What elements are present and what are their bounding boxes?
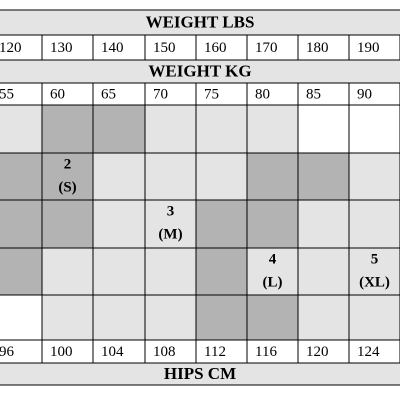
value-cell: 65 bbox=[101, 86, 116, 102]
grid-cell bbox=[42, 153, 93, 200]
grid-cell bbox=[298, 248, 349, 295]
value-cell: 60 bbox=[50, 86, 65, 102]
grid-cell bbox=[0, 248, 42, 295]
grid-cell bbox=[42, 248, 93, 295]
size-number: 5 bbox=[371, 251, 379, 267]
value-cell: 55 bbox=[0, 86, 14, 102]
grid-cell bbox=[349, 200, 400, 248]
size-label: (S) bbox=[58, 179, 76, 195]
value-cell: 140 bbox=[101, 40, 124, 56]
grid-cell bbox=[93, 200, 145, 248]
value-cell: 104 bbox=[101, 344, 124, 360]
value-cell: 160 bbox=[204, 40, 227, 56]
grid-cell bbox=[196, 153, 247, 200]
value-cell: 190 bbox=[357, 40, 380, 56]
grid-cell bbox=[298, 200, 349, 248]
grid-cell bbox=[0, 105, 42, 153]
value-cell: 100 bbox=[50, 344, 73, 360]
grid-cell bbox=[196, 295, 247, 340]
header-band bbox=[0, 9, 400, 36]
size-label: (XL) bbox=[359, 274, 390, 290]
grid-cell bbox=[247, 105, 298, 153]
grid-cell bbox=[93, 153, 145, 200]
value-cell: 170 bbox=[255, 40, 278, 56]
grid-cell bbox=[0, 295, 42, 340]
grid-cell bbox=[145, 105, 196, 153]
grid-cell bbox=[298, 153, 349, 200]
grid-cell bbox=[145, 153, 196, 200]
size-label: (M) bbox=[158, 226, 182, 242]
grid-cell bbox=[145, 200, 196, 248]
value-cell: 116 bbox=[255, 344, 277, 360]
grid-cell bbox=[42, 295, 93, 340]
size-number: 4 bbox=[269, 251, 277, 267]
size-number: 3 bbox=[167, 203, 175, 219]
value-cell: 130 bbox=[50, 40, 73, 56]
size-number: 2 bbox=[64, 156, 72, 172]
grid-cell bbox=[93, 248, 145, 295]
grid-cell bbox=[247, 248, 298, 295]
grid-cell bbox=[145, 248, 196, 295]
grid-cell bbox=[93, 295, 145, 340]
grid-cell bbox=[145, 295, 196, 340]
grid-cell bbox=[196, 248, 247, 295]
header-title: HIPS CM bbox=[164, 364, 236, 383]
grid-cell bbox=[0, 200, 42, 248]
value-cell: 120 bbox=[0, 40, 22, 56]
grid-cell bbox=[298, 295, 349, 340]
size-label: (L) bbox=[263, 274, 283, 290]
value-cell: 120 bbox=[306, 344, 329, 360]
grid-cell bbox=[0, 153, 42, 200]
value-cell: 85 bbox=[306, 86, 321, 102]
grid-cell bbox=[196, 200, 247, 248]
grid-cell bbox=[247, 200, 298, 248]
value-cell: 80 bbox=[255, 86, 270, 102]
grid-cell bbox=[349, 153, 400, 200]
value-cell: 150 bbox=[153, 40, 176, 56]
grid-cell bbox=[42, 200, 93, 248]
grid-cell bbox=[247, 153, 298, 200]
grid-cell bbox=[196, 105, 247, 153]
grid-cell bbox=[42, 105, 93, 153]
grid-cell bbox=[349, 248, 400, 295]
value-cell: 90 bbox=[357, 86, 372, 102]
grid-cell bbox=[349, 105, 400, 153]
value-cell: 70 bbox=[153, 86, 168, 102]
value-cell: 112 bbox=[204, 344, 226, 360]
grid-cell bbox=[298, 105, 349, 153]
grid-cell bbox=[93, 105, 145, 153]
header-title: WEIGHT KG bbox=[148, 61, 251, 80]
value-cell: 108 bbox=[153, 344, 176, 360]
grid-cell bbox=[247, 295, 298, 340]
value-cell: 124 bbox=[357, 344, 380, 360]
value-cell: 75 bbox=[204, 86, 219, 102]
value-cell: 180 bbox=[306, 40, 329, 56]
value-cell: 96 bbox=[0, 344, 15, 360]
grid-cell bbox=[349, 295, 400, 340]
header-title: WEIGHT LBS bbox=[146, 12, 255, 31]
